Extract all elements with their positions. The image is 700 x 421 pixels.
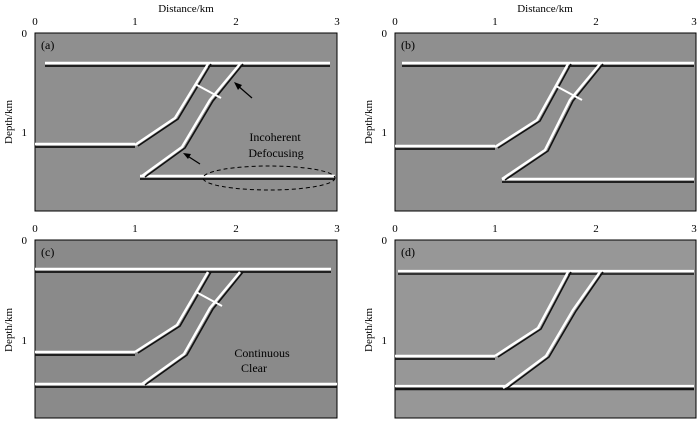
panel-a-fault-lower: [141, 63, 241, 178]
panel-a-xtick-2: 2: [233, 16, 239, 28]
panel-d-background: [394, 239, 697, 419]
panel-a-xtick-0: 0: [32, 16, 38, 28]
panel-b-fault-lower: [501, 63, 601, 181]
panel-a: (a) Incoherent Defocusing 0 1 2 3 0 1 De…: [3, 16, 340, 212]
panel-d-fault-lower: [502, 271, 602, 390]
panel-c-x-ticks: 0 1 2 3: [32, 223, 340, 235]
panel-b-x-ticks: 0 1 2 3: [392, 16, 697, 28]
panel-a-annotation-line-1: Incoherent: [249, 130, 301, 144]
panel-a-y-axis-title: Depth/km: [3, 100, 15, 144]
panel-d-label: (d): [401, 245, 415, 259]
panel-d-ytick-0: 0: [382, 235, 388, 247]
panel-a-x-ticks: 0 1 2 3: [32, 16, 340, 28]
panel-a-fault-upper: [134, 63, 210, 147]
panel-b-fault-upper-shadow: [497, 63, 572, 149]
panel-b-ytick-1: 1: [382, 127, 388, 139]
panel-c-wedge-bar: [195, 291, 223, 307]
panel-b-xtick-2: 2: [593, 16, 599, 28]
panel-b-y-axis-title: Depth/km: [363, 100, 375, 144]
panel-d-y-axis-title: Depth/km: [363, 308, 375, 352]
panel-a-y-ticks: 0 1: [22, 28, 28, 139]
panel-a-ytick-0: 0: [22, 28, 28, 40]
panel-d: (d) 0 1 2 3 0 1 Depth/km: [363, 223, 697, 419]
panel-c-xtick-2: 2: [233, 223, 239, 235]
panel-b-y-ticks: 0 1: [382, 28, 388, 139]
panel-b-ytick-0: 0: [382, 28, 388, 40]
x-axis-title-left: Distance/km: [158, 3, 214, 15]
panel-d-x-ticks: 0 1 2 3: [392, 223, 697, 235]
panel-a-xtick-3: 3: [334, 16, 340, 28]
panel-c-background: [34, 239, 338, 419]
panel-c-fault-lower-shadow: [144, 271, 244, 386]
panel-c-ytick-1: 1: [22, 335, 28, 347]
panel-c-xtick-1: 1: [132, 223, 138, 235]
panel-a-label: (a): [41, 38, 54, 52]
panel-a-arrowhead-2: [183, 153, 191, 159]
panel-d-xtick-1: 1: [492, 223, 498, 235]
panel-b-fault-lower-shadow: [504, 63, 604, 181]
panel-b: (b) 0 1 2 3 0 1 Depth/km: [363, 16, 697, 212]
panel-a-background: [34, 32, 338, 212]
panel-c-label: (c): [41, 245, 54, 259]
panel-c-fault-lower: [141, 271, 241, 386]
panel-d-xtick-0: 0: [392, 223, 398, 235]
panel-b-xtick-0: 0: [392, 16, 398, 28]
panel-b-fault-upper: [494, 63, 570, 149]
panel-c-y-ticks: 0 1: [22, 235, 28, 347]
panel-a-ytick-1: 1: [22, 127, 28, 139]
panel-d-xtick-3: 3: [691, 223, 697, 235]
panel-b-xtick-1: 1: [492, 16, 498, 28]
panel-b-xtick-3: 3: [691, 16, 697, 28]
panel-d-xtick-2: 2: [593, 223, 599, 235]
panel-c-fault-upper: [134, 271, 210, 354]
panel-b-wedge-bar: [555, 85, 583, 101]
panel-c-fault-upper-shadow: [137, 271, 212, 354]
panel-c-ytick-0: 0: [22, 235, 28, 247]
panel-b-background: [394, 32, 697, 212]
panel-d-fault-upper-shadow: [497, 271, 572, 358]
panel-c: (c) Continuous Clear 0 1 2 3 0 1 Depth/k…: [3, 223, 340, 419]
panel-d-y-ticks: 0 1: [382, 235, 388, 347]
panel-d-fault-lower-shadow: [505, 271, 604, 390]
panel-a-xtick-1: 1: [132, 16, 138, 28]
panel-a-wedge-bar: [194, 83, 222, 99]
panel-c-xtick-3: 3: [334, 223, 340, 235]
panel-a-arrowhead-1: [234, 82, 242, 90]
panel-d-ytick-1: 1: [382, 335, 388, 347]
panel-d-fault-upper: [494, 271, 570, 358]
panel-c-xtick-0: 0: [32, 223, 38, 235]
panel-a-fault-lower-shadow: [144, 63, 244, 178]
panel-c-y-axis-title: Depth/km: [3, 308, 15, 352]
panel-a-fault-upper-shadow: [137, 63, 212, 147]
panel-c-annotation-line-1: Continuous: [234, 346, 290, 360]
panel-c-annotation-line-2: Clear: [241, 361, 267, 375]
panel-b-label: (b): [401, 38, 415, 52]
x-axis-title-right: Distance/km: [517, 3, 573, 15]
panel-a-annotation-line-2: Defocusing: [248, 146, 303, 160]
panel-a-defocus-ellipse: [202, 165, 336, 191]
